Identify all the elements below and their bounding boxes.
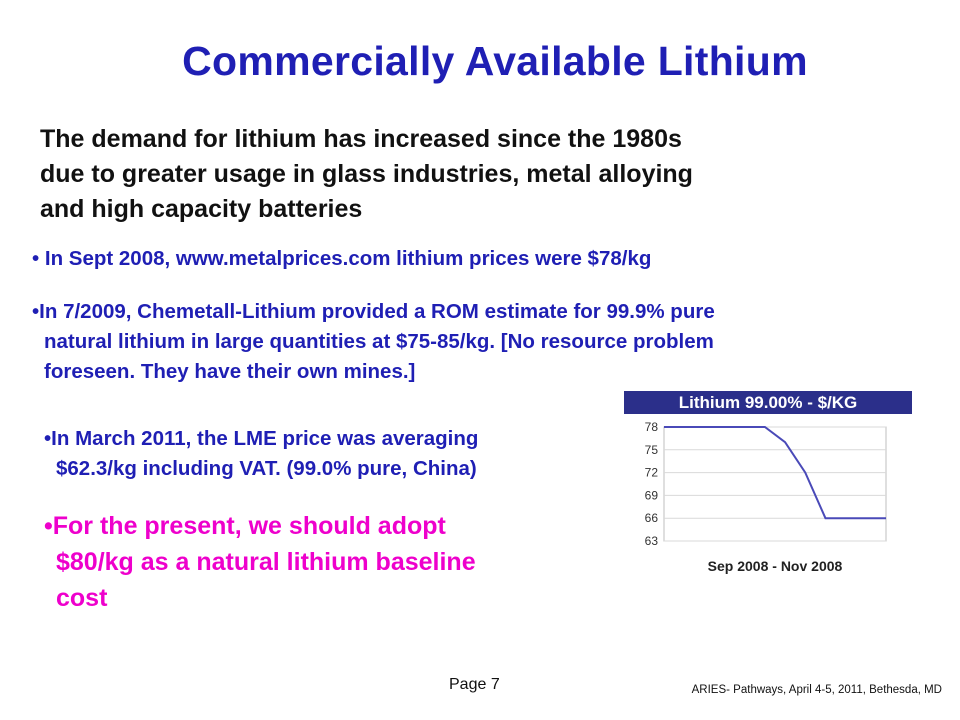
y-tick-label: 63 [645, 534, 659, 548]
y-tick-label: 72 [645, 466, 659, 480]
bullet-baseline: •For the present, we should adopt $80/kg… [44, 508, 476, 616]
y-tick-label: 66 [645, 511, 659, 525]
chart-title: Lithium 99.00% - $/KG [624, 391, 912, 414]
price-line [664, 426, 886, 520]
bullet-line: cost [56, 584, 108, 612]
bullet-line: foreseen. They have their own mines.] [44, 360, 416, 383]
bullet-line: • In Sept 2008, www.metalprices.com lith… [32, 247, 652, 270]
intro-line: and high capacity batteries [40, 195, 363, 223]
bullet-chemetall: •In 7/2009, Chemetall-Lithium provided a… [32, 297, 715, 387]
lithium-price-chart: Lithium 99.00% - $/KG 78 75 72 69 66 63 Sep 20… [624, 391, 912, 581]
page-number: Page 7 [449, 676, 500, 693]
bullet-line: •In 7/2009, Chemetall-Lithium provided a… [32, 300, 715, 323]
bullet-line: $62.3/kg including VAT. (99.0% pure, Chi… [56, 457, 477, 480]
intro-paragraph: The demand for lithium has increased sin… [40, 122, 920, 227]
bullet-line: natural lithium in large quantities at $… [44, 330, 714, 353]
bullet-metalprices: • In Sept 2008, www.metalprices.com lith… [32, 244, 651, 274]
bullet-lme: •In March 2011, the LME price was averag… [44, 424, 478, 484]
x-axis-label: Sep 2008 - Nov 2008 [708, 558, 843, 574]
y-tick-label: 75 [645, 443, 659, 457]
bullet-line: $80/kg as a natural lithium baseline [56, 548, 476, 576]
y-tick-label: 69 [645, 488, 659, 502]
y-tick-label: 78 [645, 420, 659, 434]
intro-line: due to greater usage in glass industries… [40, 160, 693, 188]
bullet-line: •In March 2011, the LME price was averag… [44, 427, 479, 450]
intro-line: The demand for lithium has increased sin… [40, 125, 682, 153]
chart-plot: 78 75 72 69 66 63 Sep 2008 - Nov 2008 [645, 420, 887, 574]
footer-credit: ARIES- Pathways, April 4-5, 2011, Bethes… [691, 684, 942, 696]
bullet-line: •For the present, we should adopt [44, 512, 446, 540]
slide-title: Commercially Available Lithium [182, 38, 808, 84]
plot-frame [663, 426, 887, 542]
